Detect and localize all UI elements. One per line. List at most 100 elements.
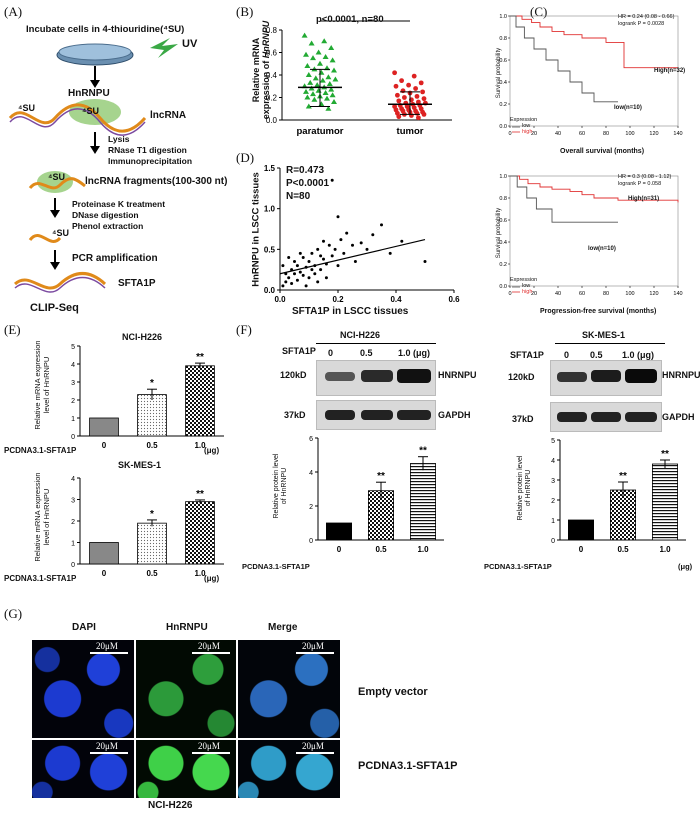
c-top-xtick-label: 80 xyxy=(603,131,609,137)
d-point xyxy=(316,280,320,284)
panel-a-label: (A) xyxy=(4,4,23,19)
e-top-ylabel-1: Relative mRNA expression xyxy=(33,340,42,430)
f-right-ytick-label: 4 xyxy=(551,458,555,465)
e-top-xtick-label: 0.5 xyxy=(146,441,158,450)
b-point-paratumor xyxy=(307,79,314,85)
b-point-paratumor xyxy=(314,82,321,88)
f-right-dose10: 1.0 (μg) xyxy=(622,350,655,360)
b-point-paratumor xyxy=(312,75,319,81)
d-ytick-label: 1.0 xyxy=(264,205,276,214)
f-right-ytick-label: 0 xyxy=(551,538,555,545)
g-scalebar-5 xyxy=(192,752,230,754)
d-point xyxy=(324,276,328,280)
b-point-paratumor xyxy=(305,103,312,109)
su-label-1: ⁴SU xyxy=(18,103,35,113)
d-point xyxy=(295,264,299,268)
c-bottom-xtick-label: 100 xyxy=(625,291,634,297)
b-point-paratumor xyxy=(319,77,326,83)
d-point xyxy=(388,251,392,255)
su-label-4: ⁴SU xyxy=(52,228,69,238)
c-top-xtick-label: 100 xyxy=(625,131,634,137)
f-left-dose0: 0 xyxy=(328,348,334,358)
d-point xyxy=(307,260,311,264)
su-label-3: ⁴SU xyxy=(48,172,65,182)
e-top-title: NCI-H226 xyxy=(122,332,163,342)
clip-seq-label: CLIP-Seq xyxy=(30,302,79,314)
b-point-tumor xyxy=(421,96,427,102)
c-bottom-xlabel: Progression-free survival (months) xyxy=(540,308,657,315)
c-bottom-low: low(n=10) xyxy=(588,246,616,252)
d-ylabel: HnRNPU in LSCC tissues xyxy=(250,172,262,287)
c-top-legend-title: Expression xyxy=(510,117,538,123)
f-right-ytick-label: 3 xyxy=(551,478,555,485)
d-point xyxy=(351,243,354,247)
b-point-tumor xyxy=(414,110,420,116)
f-right-title-line xyxy=(555,343,665,344)
f-left-band2-name: GAPDH xyxy=(438,410,471,420)
d-ytick-label: 0.5 xyxy=(264,245,276,254)
e-top-xtick-label: 0 xyxy=(102,441,107,450)
f-left-bar xyxy=(326,522,353,541)
b-point-tumor xyxy=(406,82,411,88)
f-right-sfta1p: SFTA1P xyxy=(510,350,544,360)
e-top-sig: * xyxy=(150,378,154,389)
f-right-unit: (μg) xyxy=(678,562,693,571)
c-bottom-ylabel: Survival probability xyxy=(496,207,502,259)
d-point xyxy=(281,264,285,268)
f-left-gapdh-1 xyxy=(325,410,355,420)
c-top-p: logrank P = 0.0028 xyxy=(618,21,665,27)
step2-ip: Immunoprecipitation xyxy=(108,156,193,166)
f-left-mw1: 120kD xyxy=(280,370,307,380)
g-col-dapi: DAPI xyxy=(72,622,96,633)
e-bottom-ytick-label: 3 xyxy=(71,498,75,505)
c-bottom-xtick-label: 60 xyxy=(579,291,585,297)
b-category-label: tumor xyxy=(397,126,424,137)
f-left-sig: ** xyxy=(419,446,427,457)
c-top-ytick-label: 1.0 xyxy=(499,14,507,20)
b-category-label: paratumor xyxy=(297,126,344,137)
f-right-plasmid: PCDNA3.1-SFTA1P xyxy=(484,562,552,571)
chart-f-left-bar: 0 2 4 6 0 ** 0.5 ** 1.0 xyxy=(309,436,444,554)
b-point-tumor xyxy=(411,73,417,79)
b-point-paratumor xyxy=(331,67,337,73)
panel-g-label: (G) xyxy=(4,606,23,621)
d-point xyxy=(310,251,314,255)
b-point-paratumor xyxy=(317,60,323,66)
e-bottom-ytick-label: 2 xyxy=(71,519,75,526)
b-point-paratumor xyxy=(328,86,335,92)
d-point xyxy=(400,239,404,243)
b-point-paratumor xyxy=(303,88,309,94)
e-bottom-ylabel-2: level of HnRNPU xyxy=(42,488,51,546)
c-bottom-xtick-label: 120 xyxy=(649,291,658,297)
c-bottom-ytick-label: 0.4 xyxy=(499,240,507,246)
e-bottom-bar xyxy=(185,501,215,565)
f-left-ytick-label: 0 xyxy=(309,538,313,545)
b-point-paratumor xyxy=(331,99,337,104)
c-top-xtick-label: 140 xyxy=(673,131,682,137)
c-top-frame xyxy=(509,15,679,127)
d-point xyxy=(365,247,369,251)
b-point-paratumor xyxy=(326,81,333,86)
f-left-ylabel: Relative protein level of HnRNPU xyxy=(273,441,289,531)
b-point-paratumor xyxy=(310,91,316,97)
b-point-tumor xyxy=(393,83,399,89)
c-top-xtick-label: 40 xyxy=(555,131,561,137)
b-point-paratumor xyxy=(322,90,329,95)
g-scale-5: 20μM xyxy=(198,741,220,751)
d-point xyxy=(284,280,288,284)
chart-c-bottom-km: 0 20 40 60 80 100 120 140 0.0 0.2 0.4 0.6 0.8 1.0 xyxy=(499,174,682,297)
c-top-xtick-label: 20 xyxy=(531,131,537,137)
e-bottom-unit: (μg) xyxy=(204,574,220,583)
chart-c-top-km: 0 20 40 60 80 100 120 140 0.0 0.2 0.4 0.6 0.8 1.0 xyxy=(499,14,682,137)
b-point-paratumor xyxy=(328,45,335,50)
f-left-dose10: 1.0 (μg) xyxy=(398,348,431,358)
c-bottom-curve-low xyxy=(510,175,618,223)
f-right-ylabel: Relative protein level of HnRNPU xyxy=(517,443,533,533)
d-point xyxy=(423,260,427,264)
e-bottom-xtick-label: 0.5 xyxy=(146,569,158,578)
f-left-xtick-label: 1.0 xyxy=(417,545,429,554)
e-top-ytick-label: 2 xyxy=(71,398,75,405)
step3-proteinase: Proteinase K treatment xyxy=(72,199,166,209)
step2-lysis: Lysis xyxy=(108,134,130,144)
c-top-ytick-label: 0.8 xyxy=(499,36,507,42)
